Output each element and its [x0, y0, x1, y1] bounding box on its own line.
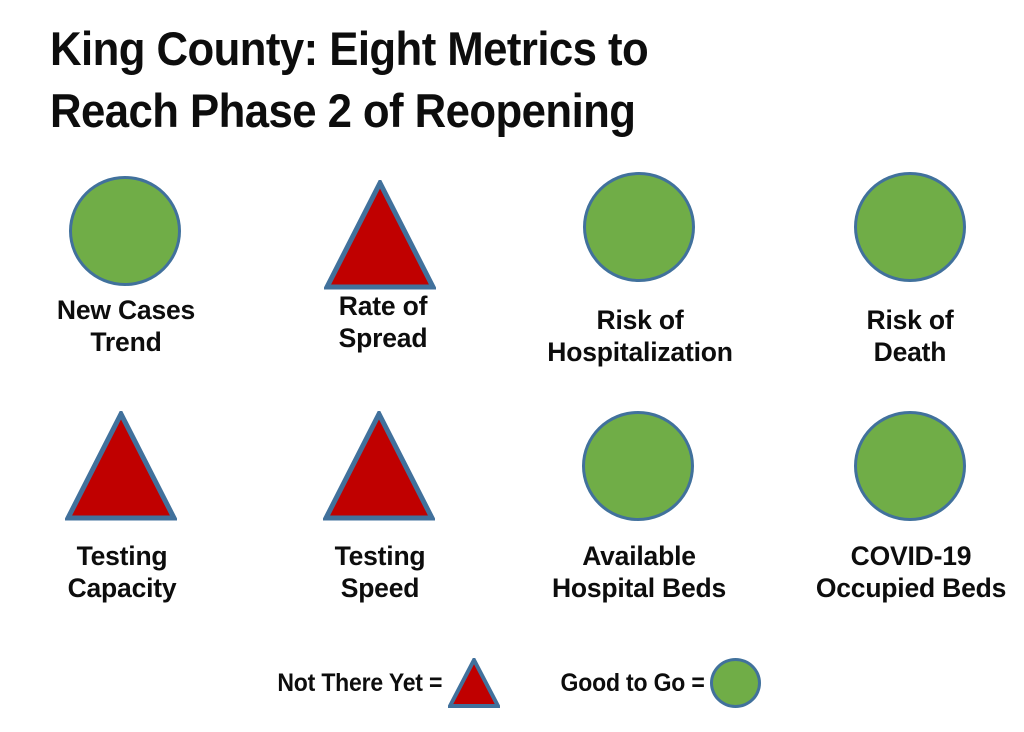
green-circle-icon — [582, 411, 694, 521]
metric-new-cases-trend: New Cases Trend — [0, 170, 256, 410]
metric-covid-19-occupied-beds: COVID-19 Occupied Beds — [768, 410, 1024, 650]
metric-label: COVID-19 Occupied Beds — [815, 541, 1007, 603]
status-shape-wrapper — [69, 174, 181, 286]
legend-red-triangle-icon — [447, 658, 500, 708]
metrics-row-bottom: Testing Capacity Testing Speed Available… — [0, 410, 1024, 650]
red-triangle-icon — [65, 411, 177, 521]
green-circle-icon — [69, 176, 181, 286]
metric-label: Testing Capacity — [67, 541, 177, 603]
metric-risk-of-death: Risk of Death — [768, 170, 1024, 410]
metric-risk-of-hospitalization: Risk of Hospitalization — [512, 170, 768, 410]
status-shape-wrapper — [323, 409, 435, 521]
page-title: King County: Eight Metrics to Reach Phas… — [50, 22, 649, 137]
metric-rate-of-spread: Rate of Spread — [256, 170, 512, 410]
status-shape-wrapper — [324, 178, 436, 290]
red-triangle-icon — [323, 411, 435, 521]
status-shape-wrapper — [65, 409, 177, 521]
green-circle-icon — [583, 172, 695, 282]
metrics-grid: New Cases Trend Rate of Spread Risk of H… — [0, 170, 1024, 650]
status-legend: Not There Yet = Good to Go = — [0, 658, 1024, 708]
metric-label: Rate of Spread — [338, 291, 428, 353]
legend-item-good-to-go: Good to Go = — [548, 658, 762, 708]
legend-green-circle-icon — [710, 658, 762, 708]
metric-testing-speed: Testing Speed — [256, 410, 512, 650]
metric-label: Available Hospital Beds — [551, 541, 727, 603]
status-shape-wrapper — [854, 170, 966, 282]
metrics-row-top: New Cases Trend Rate of Spread Risk of H… — [0, 170, 1024, 410]
metric-label: Risk of Hospitalization — [547, 305, 733, 367]
metric-available-hospital-beds: Available Hospital Beds — [512, 410, 768, 650]
status-shape-wrapper — [583, 170, 695, 282]
status-shape-wrapper — [582, 409, 694, 521]
green-circle-icon — [854, 172, 966, 282]
legend-label-good-to-go: Good to Go = — [560, 668, 705, 697]
green-circle-icon — [854, 411, 966, 521]
metric-label: Testing Speed — [334, 541, 426, 603]
metric-label: New Cases Trend — [56, 295, 196, 357]
legend-label-not-there-yet: Not There Yet = — [276, 668, 442, 697]
metric-testing-capacity: Testing Capacity — [0, 410, 256, 650]
metric-label: Risk of Death — [866, 305, 954, 367]
status-shape-wrapper — [854, 409, 966, 521]
red-triangle-icon — [324, 180, 436, 290]
legend-item-not-there-yet: Not There Yet = — [263, 658, 500, 708]
